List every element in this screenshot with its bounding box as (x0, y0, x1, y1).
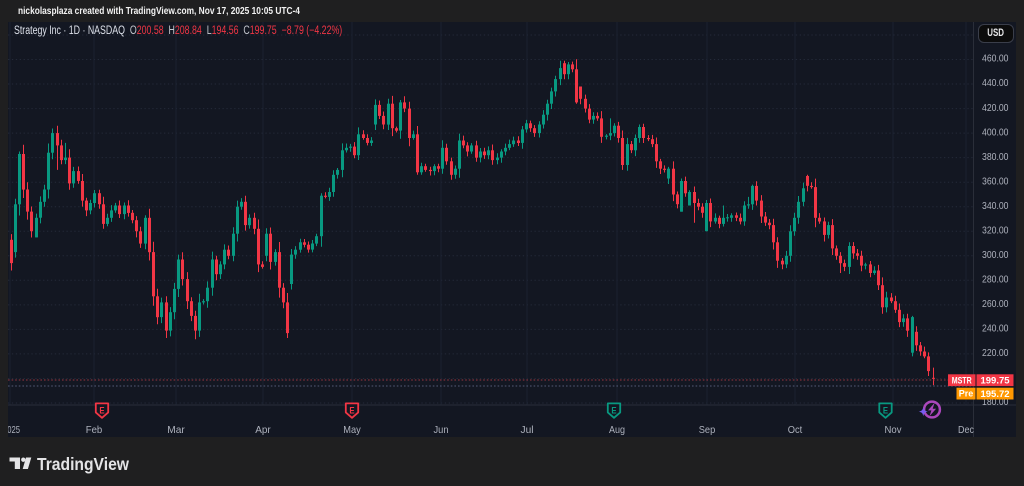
svg-text:E: E (349, 405, 354, 415)
svg-text:Aug: Aug (609, 424, 625, 436)
svg-text:May: May (343, 424, 361, 436)
svg-text:195.72: 195.72 (980, 389, 1009, 400)
svg-text:400.00: 400.00 (982, 126, 1009, 138)
svg-text:Sep: Sep (699, 424, 716, 436)
svg-text:E: E (883, 405, 888, 415)
svg-text:Jul: Jul (521, 424, 534, 436)
svg-text:280.00: 280.00 (982, 274, 1009, 286)
svg-text:Mar: Mar (167, 424, 185, 436)
svg-text:240.00: 240.00 (982, 323, 1009, 335)
svg-text:260.00: 260.00 (982, 298, 1009, 310)
svg-text:199.75: 199.75 (980, 376, 1010, 387)
svg-text:Nov: Nov (885, 424, 903, 436)
svg-text:420.00: 420.00 (982, 102, 1009, 114)
svg-text:Jun: Jun (434, 424, 449, 436)
svg-text:380.00: 380.00 (982, 151, 1009, 163)
svg-text:460.00: 460.00 (982, 53, 1009, 65)
svg-text:440.00: 440.00 (982, 77, 1009, 89)
svg-text:Dec: Dec (958, 424, 974, 436)
svg-text:320.00: 320.00 (982, 225, 1009, 237)
svg-text:E: E (611, 405, 616, 415)
svg-text:MSTR: MSTR (952, 375, 972, 385)
svg-text:Oct: Oct (788, 424, 803, 436)
svg-text:Pre: Pre (959, 389, 974, 399)
svg-text:2025: 2025 (3, 424, 20, 436)
svg-text:220.00: 220.00 (982, 347, 1009, 359)
svg-text:300.00: 300.00 (982, 249, 1009, 261)
svg-text:Apr: Apr (255, 424, 271, 436)
svg-text:340.00: 340.00 (982, 200, 1009, 212)
svg-text:360.00: 360.00 (982, 175, 1009, 187)
svg-text:E: E (99, 405, 104, 415)
svg-text:Feb: Feb (86, 424, 103, 436)
